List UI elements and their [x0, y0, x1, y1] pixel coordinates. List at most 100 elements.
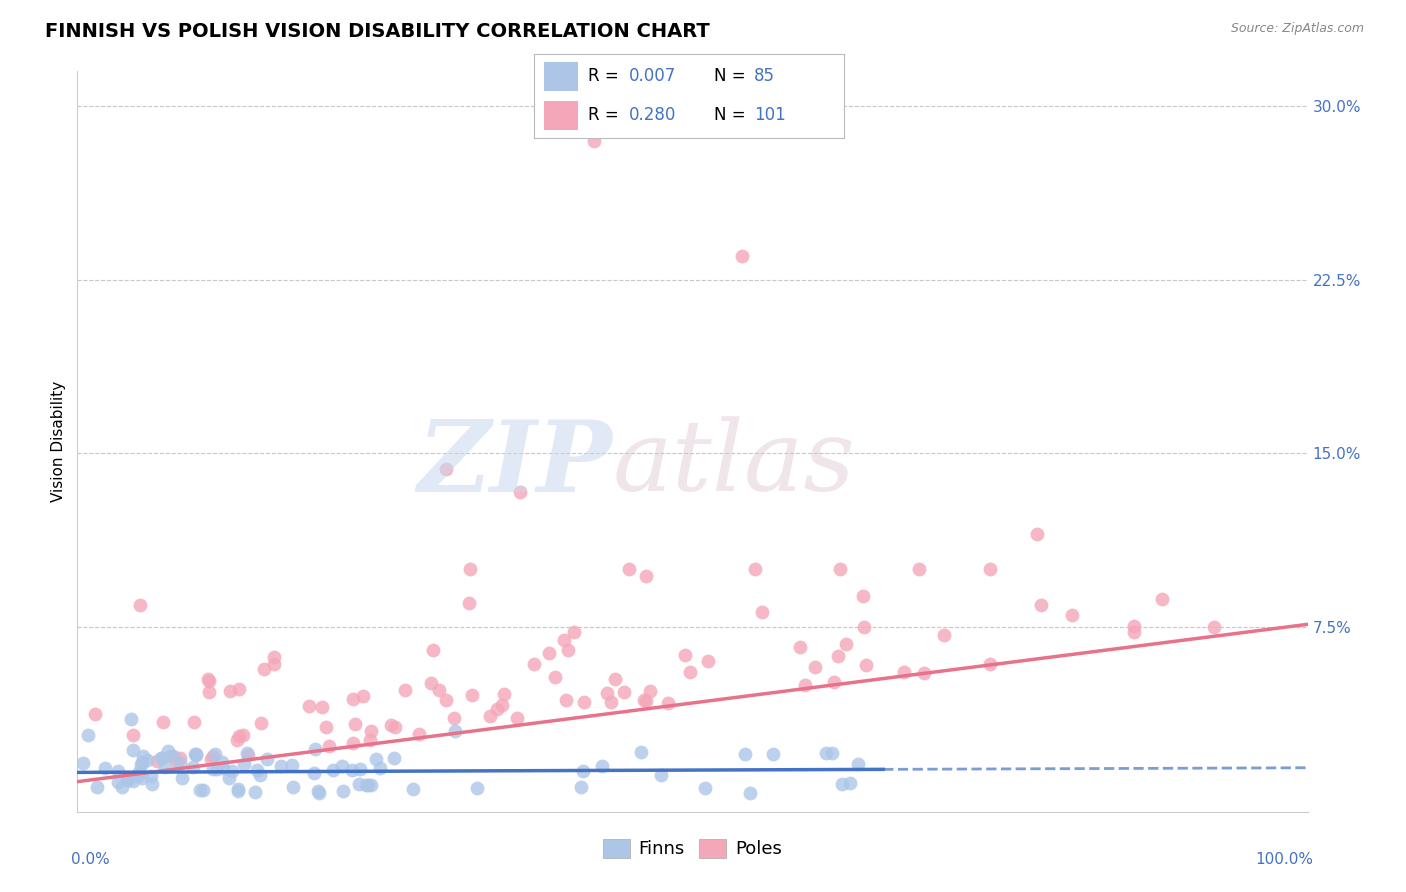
Point: [751, 605, 773, 619]
Point: [583, 134, 606, 148]
Point: [932, 628, 955, 642]
Text: FINNISH VS POLISH VISION DISABILITY CORRELATION CHART: FINNISH VS POLISH VISION DISABILITY CORR…: [45, 22, 710, 41]
Point: [218, 771, 240, 785]
Point: [198, 674, 221, 689]
Text: R =: R =: [588, 68, 624, 86]
Point: [131, 771, 153, 785]
Point: [1026, 527, 1049, 541]
Point: [219, 684, 242, 698]
Point: [852, 620, 875, 634]
Point: [141, 769, 163, 783]
Point: [979, 657, 1001, 671]
Point: [183, 760, 205, 774]
Point: [307, 784, 329, 798]
Point: [315, 719, 337, 733]
Point: [330, 758, 353, 772]
Point: [408, 727, 430, 741]
Text: 101: 101: [754, 106, 786, 124]
Point: [131, 756, 153, 770]
Point: [855, 658, 877, 673]
Point: [308, 786, 330, 800]
Point: [281, 780, 304, 795]
Point: [485, 701, 508, 715]
Point: [804, 660, 827, 674]
Text: R =: R =: [588, 106, 624, 124]
Point: [226, 781, 249, 796]
Point: [603, 672, 626, 686]
Point: [253, 662, 276, 676]
Point: [1204, 619, 1226, 633]
Point: [744, 562, 766, 576]
Point: [738, 786, 761, 800]
Point: [193, 783, 215, 797]
Point: [491, 698, 513, 713]
Point: [150, 751, 173, 765]
Text: atlas: atlas: [613, 416, 855, 511]
Point: [633, 693, 655, 707]
Point: [157, 744, 180, 758]
Point: [200, 752, 222, 766]
Text: ZIP: ZIP: [418, 416, 613, 512]
Point: [129, 757, 152, 772]
Point: [332, 783, 354, 797]
Point: [839, 776, 862, 790]
Point: [145, 754, 167, 768]
Point: [762, 747, 785, 761]
Point: [83, 707, 105, 722]
Point: [226, 732, 249, 747]
Point: [557, 642, 579, 657]
Point: [169, 756, 191, 770]
Point: [122, 728, 145, 742]
Point: [270, 759, 292, 773]
Point: [1062, 607, 1084, 622]
Point: [72, 756, 94, 770]
Point: [569, 780, 592, 795]
Point: [370, 760, 392, 774]
Point: [794, 677, 817, 691]
Point: [162, 749, 184, 764]
Point: [479, 709, 502, 723]
Point: [382, 751, 405, 765]
Point: [673, 648, 696, 662]
Point: [263, 657, 285, 672]
Point: [494, 687, 516, 701]
Point: [357, 778, 380, 792]
Point: [128, 764, 150, 779]
Point: [693, 780, 716, 795]
Point: [342, 736, 364, 750]
Point: [562, 625, 585, 640]
Point: [912, 665, 935, 680]
Point: [657, 696, 679, 710]
Point: [360, 778, 382, 792]
Point: [342, 692, 364, 706]
Bar: [544, 101, 578, 130]
Point: [908, 562, 931, 576]
Point: [197, 684, 219, 698]
Point: [509, 485, 531, 500]
Point: [814, 747, 837, 761]
Point: [228, 682, 250, 697]
Point: [107, 775, 129, 789]
Point: [202, 749, 225, 764]
Point: [349, 762, 371, 776]
Point: [1031, 599, 1053, 613]
Point: [457, 596, 479, 610]
Point: [893, 665, 915, 679]
Text: Source: ZipAtlas.com: Source: ZipAtlas.com: [1230, 22, 1364, 36]
Point: [322, 763, 344, 777]
Point: [136, 753, 159, 767]
Point: [384, 721, 406, 735]
Point: [734, 747, 756, 762]
Point: [827, 648, 849, 663]
Point: [186, 747, 208, 762]
Point: [211, 755, 233, 769]
Legend: Finns, Poles: Finns, Poles: [595, 832, 790, 865]
Text: N =: N =: [714, 68, 751, 86]
Text: N =: N =: [714, 106, 751, 124]
Point: [852, 589, 875, 603]
Point: [555, 692, 578, 706]
Point: [281, 758, 304, 772]
Point: [1152, 591, 1174, 606]
Point: [250, 715, 273, 730]
Text: 100.0%: 100.0%: [1256, 853, 1313, 867]
